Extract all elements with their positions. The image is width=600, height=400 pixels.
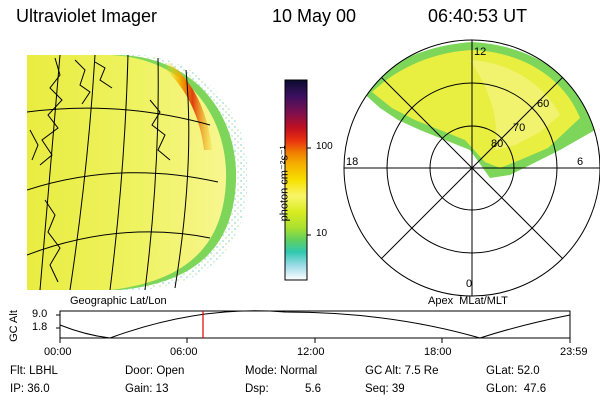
geographic-caption: Geographic Lat/Lon — [70, 295, 167, 307]
mlt-label-18: 18 — [346, 156, 359, 168]
filter-info: Flt: LBHL — [10, 365, 58, 377]
gcalt-info: GC Alt: 7.5 Re — [365, 365, 439, 377]
glat-info: GLat: 52.0 — [486, 365, 540, 377]
mlat-label-70: 70 — [513, 122, 526, 134]
timeline-ytick-1.8: 1.8 — [32, 321, 48, 333]
colorbar-tick-100: 100 — [316, 141, 333, 152]
mlt-label-6: 6 — [577, 156, 584, 168]
seq-info: Seq: 39 — [365, 383, 405, 395]
colorbar — [284, 79, 308, 281]
timeline-xtick-0600: 06:00 — [170, 346, 198, 358]
gain-info: Gain: 13 — [125, 383, 169, 395]
door-info: Door: Open — [125, 365, 185, 377]
instrument-title: Ultraviolet Imager — [16, 6, 158, 26]
colorbar-tick-10: 10 — [316, 228, 328, 239]
dsp-info: Dsp: — [245, 383, 269, 395]
mlt-label-12: 12 — [474, 46, 487, 58]
mlat-label-80: 80 — [491, 138, 504, 150]
polar-plot — [343, 39, 600, 297]
timeline-xtick-2359: 23:59 — [560, 346, 588, 358]
mode-info: Mode: Normal — [245, 365, 318, 377]
colorbar-label: photon cm⁻²s⁻¹ — [278, 145, 291, 222]
timeline-ytick-9: 9.0 — [32, 308, 48, 320]
date-label: 10 May 00 — [272, 6, 357, 26]
timeline-xtick-1200: 12:00 — [297, 346, 325, 358]
timeline-ylabel: GC Alt — [8, 310, 20, 342]
geographic-image — [27, 55, 247, 290]
altitude-timeline — [56, 310, 571, 343]
timeline-xtick-1800: 18:00 — [424, 346, 452, 358]
mlt-label-0: 0 — [466, 278, 473, 290]
apex-caption: Apex MLat/MLT — [428, 295, 508, 307]
ip-info: IP: 36.0 — [10, 383, 50, 395]
dsp-value: 5.6 — [305, 383, 321, 395]
time-label: 06:40:53 UT — [428, 6, 528, 26]
glon-info: GLon: 47.6 — [486, 383, 547, 395]
mlat-label-60: 60 — [537, 98, 550, 110]
timeline-xtick-0000: 00:00 — [44, 346, 72, 358]
